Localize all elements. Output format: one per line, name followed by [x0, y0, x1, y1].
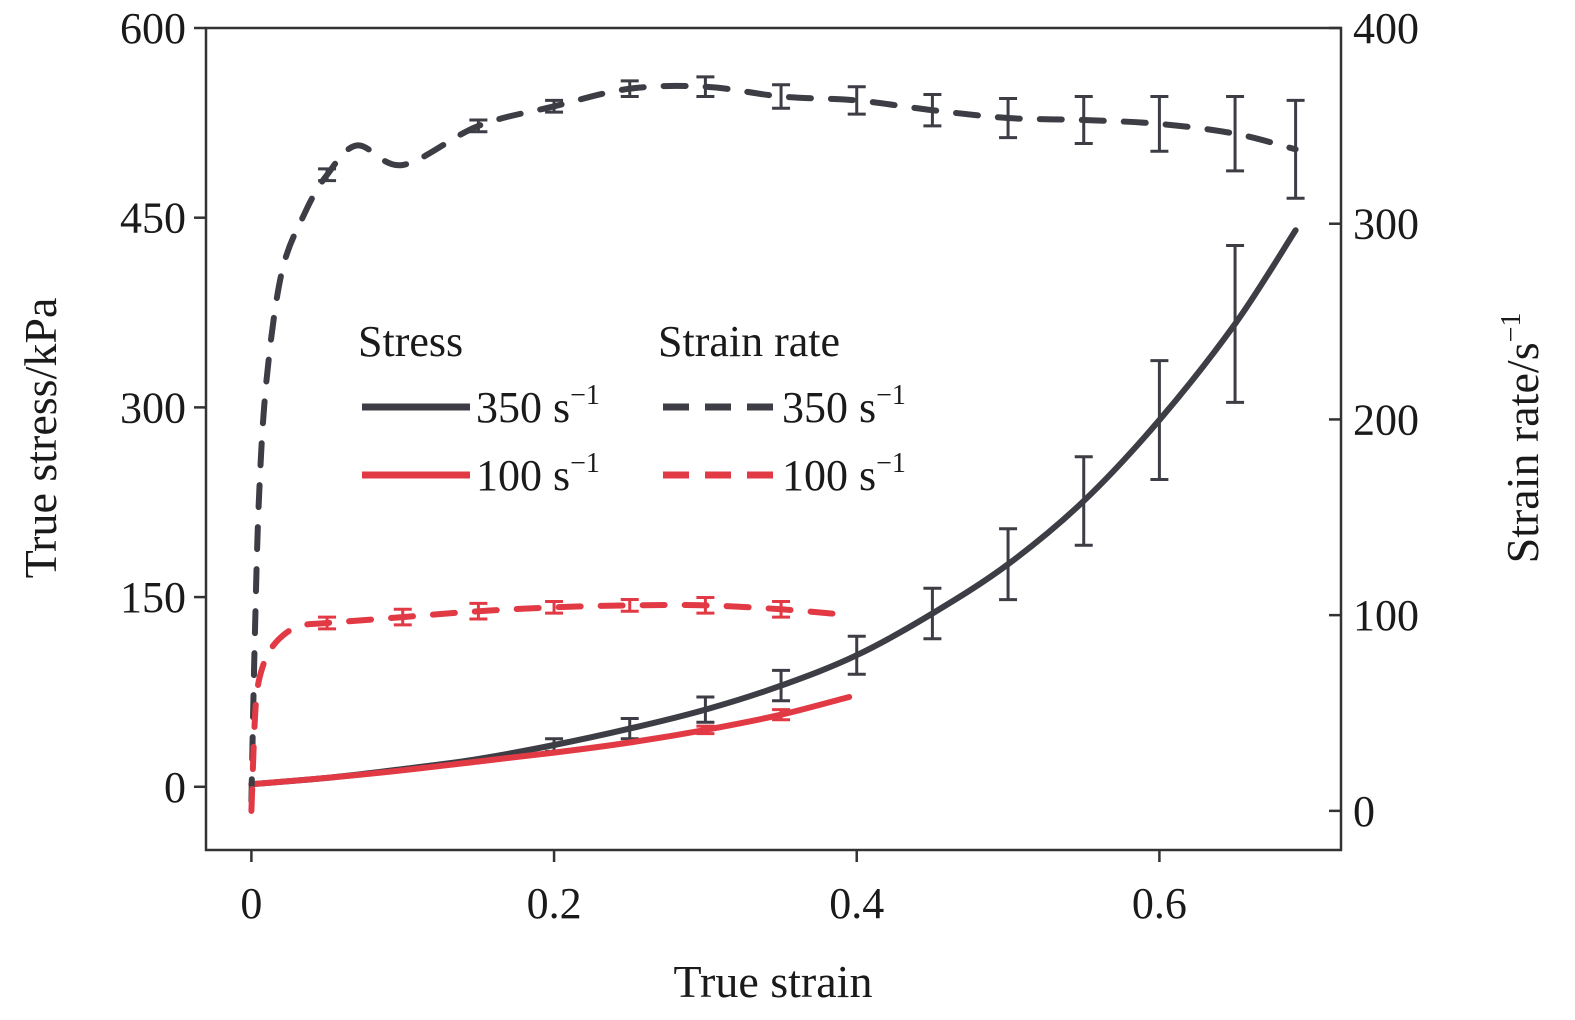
- legend-header-stress: Stress: [358, 317, 463, 366]
- y-left-tick-label: 0: [164, 763, 186, 812]
- legend-label-rate-350-sup: −1: [876, 380, 906, 411]
- x-axis-title: True strain: [674, 956, 873, 1007]
- legend-label-stress-350-sup: −1: [570, 380, 600, 411]
- legend-label-rate-100-sup: −1: [876, 448, 906, 479]
- legend-label-stress-350: 350 s−1: [476, 380, 600, 432]
- y-right-tick-label: 300: [1353, 200, 1419, 249]
- y-left-tick-label: 600: [120, 4, 186, 53]
- y-axis-left: 0 150 300 450 600: [120, 4, 206, 812]
- series-line-strain-rate-100: [248, 601, 853, 814]
- y-right-tick-label: 400: [1353, 4, 1419, 53]
- legend-label-stress-100-sup: −1: [570, 448, 600, 479]
- y-right-tick-label: 0: [1353, 787, 1375, 836]
- y-axis-right-title-base: Strain rate/s: [1497, 342, 1548, 563]
- y-axis-left-title: True stress/kPa: [15, 298, 66, 579]
- y-right-tick-label: 200: [1353, 395, 1419, 444]
- series-line-strain-rate-350: [248, 82, 1299, 805]
- y-left-tick-label: 450: [120, 194, 186, 243]
- y-right-tick-label: 100: [1353, 591, 1419, 640]
- x-tick-label: 0: [240, 879, 262, 928]
- legend-label-stress-100: 100 s−1: [476, 448, 600, 500]
- series-line-stress-100: [248, 694, 853, 788]
- legend-label-rate-100-text: 100 s: [782, 451, 876, 500]
- legend-label-rate-100: 100 s−1: [782, 448, 906, 500]
- legend-label-rate-350-text: 350 s: [782, 383, 876, 432]
- legend: Stress Strain rate 350 s−1 100 s−1 350 s…: [358, 317, 906, 500]
- x-tick-label: 0.2: [527, 879, 582, 928]
- legend-label-rate-350: 350 s−1: [782, 380, 906, 432]
- y-axis-right: 0 100 200 300 400: [1329, 4, 1419, 836]
- x-axis: 0 0.2 0.4 0.6: [240, 850, 1187, 928]
- series-strain-rate-100: [248, 596, 853, 814]
- y-left-tick-label: 300: [120, 383, 186, 432]
- series-strain-rate-350: [248, 75, 1305, 805]
- series-stress-100: [248, 694, 853, 788]
- y-left-tick-label: 150: [120, 573, 186, 622]
- legend-label-stress-100-text: 100 s: [476, 451, 570, 500]
- y-axis-right-title-sup: −1: [1496, 313, 1527, 343]
- series-layer: [248, 75, 1305, 814]
- legend-label-stress-350-text: 350 s: [476, 383, 570, 432]
- y-axis-right-title: Strain rate/s−1: [1496, 313, 1548, 564]
- plot-frame: [204, 26, 1343, 852]
- legend-header-strain-rate: Strain rate: [658, 317, 840, 366]
- x-tick-label: 0.4: [829, 879, 884, 928]
- series-stress-350: [248, 227, 1299, 788]
- x-tick-label: 0.6: [1132, 879, 1187, 928]
